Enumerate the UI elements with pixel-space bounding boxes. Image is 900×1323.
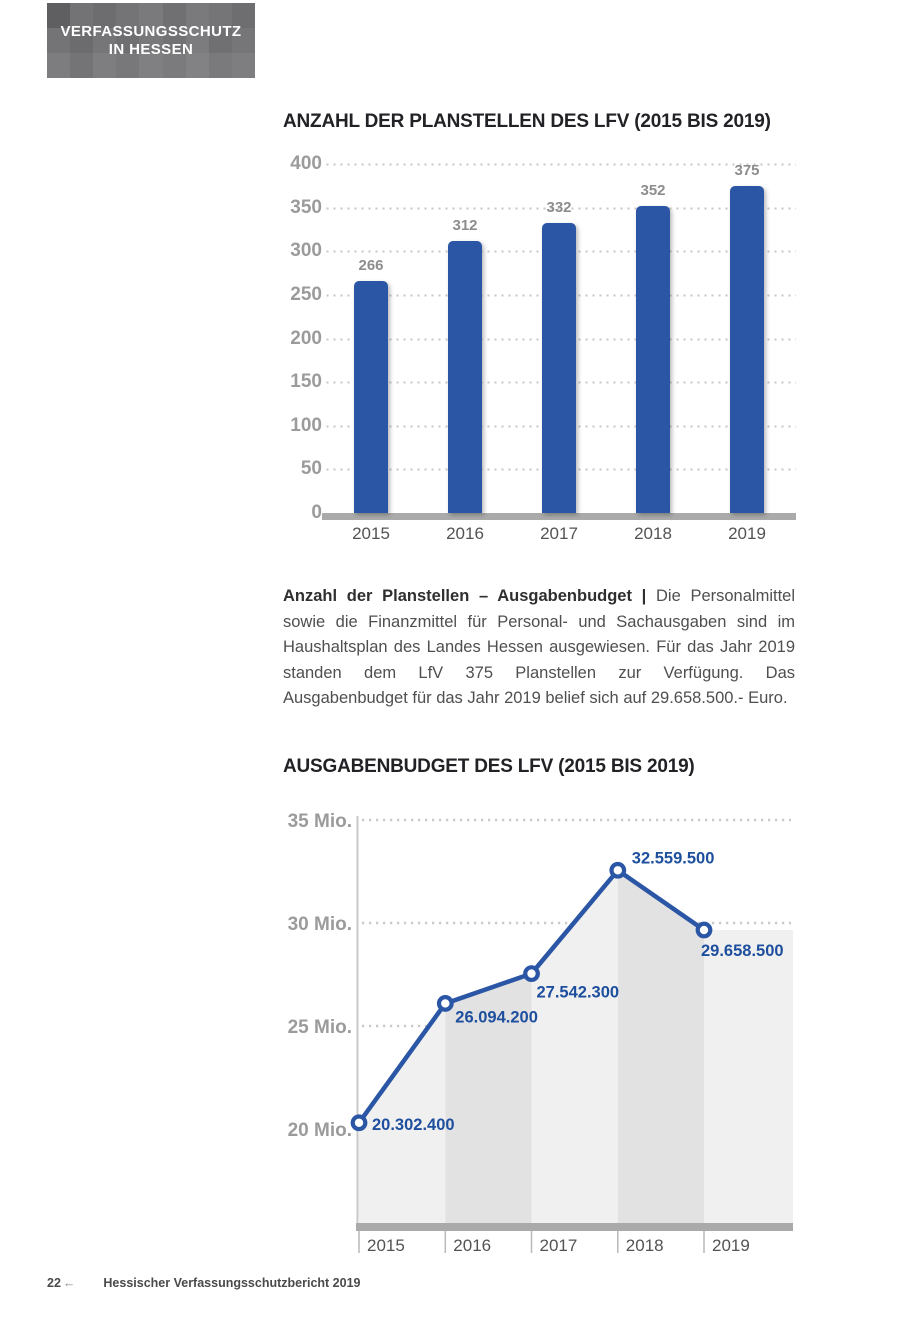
x-axis-tick-label: 2016 [446, 524, 484, 543]
data-value-label: 20.302.400 [372, 1116, 455, 1134]
y-axis-tick-label: 100 [290, 414, 322, 436]
logo-mosaic-cell [208, 28, 232, 53]
data-point-marker [609, 861, 627, 879]
x-axis-tick-label: 2018 [626, 1236, 664, 1255]
y-axis-tick-label: 0 [311, 502, 322, 523]
gridline [324, 163, 796, 166]
data-point-marker [523, 965, 540, 983]
logo-mosaic-cell [231, 53, 255, 78]
bar-2015 [354, 281, 388, 513]
data-value-label: 27.542.300 [537, 984, 620, 1002]
y-axis-tick-label: 30 Mio. [288, 914, 352, 935]
bar-2018 [636, 206, 670, 513]
y-axis-tick-label: 350 [290, 196, 322, 218]
paragraph-lead: Anzahl der Planstellen – Ausgabenbudget … [283, 587, 647, 605]
y-axis-tick-label: 150 [290, 371, 322, 393]
logo-mosaic-cell [231, 28, 255, 53]
logo-mosaic-cell [139, 53, 163, 78]
body-paragraph: Anzahl der Planstellen – Ausgabenbudget … [283, 584, 795, 712]
logo-mosaic-cell [47, 28, 71, 53]
x-axis-tick-label: 2017 [540, 1236, 578, 1255]
bar-2017 [542, 223, 576, 513]
logo-mosaic-cell [70, 53, 94, 78]
logo-line1: VERFASSUNGSSCHUTZ [60, 22, 242, 40]
x-axis-tick-label: 2019 [728, 524, 766, 543]
logo-mosaic-cell [185, 3, 209, 28]
area-band [617, 870, 704, 1223]
bar-value-label: 332 [546, 199, 572, 216]
y-axis-tick-label: 250 [290, 283, 322, 305]
paragraph-text: Die Personalmittel sowie die Finanzmitte… [283, 587, 795, 707]
logo-mosaic-cell [116, 53, 140, 78]
bar-value-label: 312 [452, 217, 478, 234]
y-axis-tick-label: 50 [300, 458, 322, 480]
back-arrow-icon: ← [62, 1276, 76, 1290]
logo-mosaic-cell [162, 53, 186, 78]
x-axis-baseline [322, 513, 796, 520]
data-point-marker [436, 995, 454, 1012]
area-band [704, 930, 793, 1223]
logo-mosaic-cell [70, 28, 94, 53]
bar-2019 [730, 186, 764, 513]
data-value-label: 32.559.500 [632, 849, 715, 867]
y-axis-tick-label: 300 [290, 240, 322, 262]
logo-mosaic-cell [93, 28, 117, 53]
logo-mosaic-cell [162, 28, 186, 53]
logo-mosaic-cell [162, 3, 186, 28]
x-axis-baseline [356, 1223, 793, 1231]
data-point-marker [695, 921, 713, 939]
logo-mosaic-cell [208, 53, 232, 78]
page-number: 22 [47, 1276, 61, 1290]
footer-report-title: Hessischer Verfassungsschutzbericht 2019 [103, 1276, 361, 1290]
logo-mosaic-cell [139, 28, 163, 53]
area-band [445, 973, 532, 1223]
logo-line2: IN HESSEN [108, 40, 194, 58]
x-axis-tick-label: 2015 [367, 1236, 405, 1255]
logo-mosaic-cell [93, 53, 117, 78]
data-point-marker [350, 1114, 368, 1132]
x-axis-tick-label: 2019 [712, 1236, 750, 1255]
x-axis-tick-label: 2016 [453, 1236, 491, 1255]
logo-mosaic-cell [47, 3, 71, 28]
logo-mosaic-cell [185, 53, 209, 78]
bar-value-label: 375 [734, 162, 760, 179]
y-axis-tick-label: 200 [290, 327, 322, 349]
verfassungsschutz-hessen-logo: VERFASSUNGSSCHUTZ IN HESSEN [47, 3, 255, 78]
logo-mosaic-cell [185, 28, 209, 53]
y-axis-tick-label: 25 Mio. [288, 1017, 352, 1038]
logo-mosaic-cell [93, 3, 117, 28]
logo-mosaic-pattern [47, 3, 255, 78]
y-axis-tick-label: 35 Mio. [288, 811, 352, 832]
bar-chart-title: ANZAHL DER PLANSTELLEN DES LFV (2015 BIS… [283, 111, 771, 132]
logo-mosaic-cell [231, 3, 255, 28]
logo-mosaic-cell [47, 53, 71, 78]
logo-mosaic-cell [139, 3, 163, 28]
logo-mosaic-cell [70, 3, 94, 28]
area-band [531, 870, 618, 1223]
x-axis-tick-label: 2018 [634, 524, 672, 543]
bar-value-label: 352 [640, 182, 666, 199]
bar-2016 [448, 241, 482, 513]
gridline [324, 206, 796, 210]
data-value-label: 26.094.200 [455, 1008, 538, 1026]
logo-mosaic-cell [208, 3, 232, 28]
logo-text: VERFASSUNGSSCHUTZ IN HESSEN [47, 3, 255, 78]
x-axis-tick-label: 2015 [352, 524, 390, 543]
page-footer: 22 ← Hessischer Verfassungsschutzbericht 2… [47, 1276, 360, 1290]
logo-mosaic-cell [116, 3, 140, 28]
line-chart-title: AUSGABENBUDGET DES LFV (2015 BIS 2019) [283, 756, 695, 777]
x-axis-tick-label: 2017 [540, 524, 578, 543]
logo-mosaic-cell [116, 28, 140, 53]
y-axis-tick-label: 20 Mio. [288, 1120, 352, 1141]
area-band [359, 1003, 446, 1223]
bar-value-label: 266 [358, 257, 384, 274]
data-value-label: 29.658.500 [701, 942, 784, 960]
y-axis-tick-label: 400 [290, 153, 322, 174]
data-line [356, 868, 707, 1126]
